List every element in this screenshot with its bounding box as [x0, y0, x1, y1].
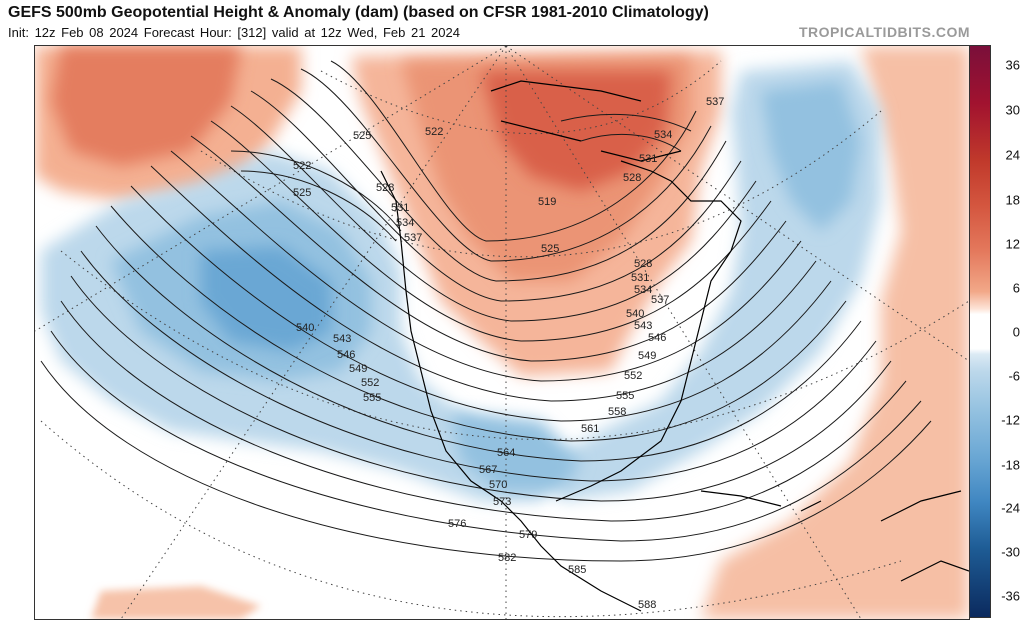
contour-label: 546: [648, 332, 666, 344]
colorbar-label: -36: [1001, 588, 1020, 604]
contour-label: 525: [541, 243, 559, 255]
contour-label: 552: [361, 377, 379, 389]
arctic-islands: [490, 80, 682, 162]
contour-label: 585: [568, 564, 586, 576]
map-canvas: 525 522 522 525 528 531 534 537 540 543 …: [35, 46, 969, 619]
contour-label: 522: [425, 126, 443, 138]
contour-label: 534: [634, 284, 652, 296]
contour-label: 588: [638, 599, 656, 611]
anomaly-colorbar: [969, 45, 991, 618]
contour-label: 579: [519, 529, 537, 541]
colorbar-label: 0: [1012, 324, 1020, 340]
positive-anomaly-canada-core: [481, 71, 671, 191]
colorbar-label: 36: [1005, 57, 1020, 73]
map-title: GEFS 500mb Geopotential Height & Anomaly…: [8, 4, 709, 21]
contour-label: 531: [639, 153, 657, 165]
contour-labels: 525 522 522 525 528 531 534 537 540 543 …: [293, 96, 724, 611]
contour-label: 573: [493, 496, 511, 508]
colorbar-gradient: [970, 46, 990, 617]
contour-label: 519: [538, 196, 556, 208]
contour-label: 531: [391, 202, 409, 214]
positive-anomaly-south: [91, 586, 261, 619]
positive-anomaly-atlantic: [701, 46, 969, 619]
contour-label: 558: [608, 406, 626, 418]
contour-label: 534: [654, 129, 672, 141]
contour-label: 543: [333, 333, 351, 345]
colorbar-label: 18: [1005, 192, 1020, 208]
contour-label: 528: [376, 182, 394, 194]
contour-label: 582: [498, 552, 516, 564]
source-watermark: TROPICALTIDBITS.COM: [798, 24, 970, 40]
contour-label: 540: [296, 322, 314, 334]
contour-label: 537: [404, 232, 422, 244]
height-contours: [40, 60, 932, 562]
colorbar-label: -24: [1001, 500, 1020, 516]
contour-label: 528: [634, 258, 652, 270]
colorbar-label: -18: [1001, 457, 1020, 473]
contour-label: 552: [624, 370, 642, 382]
contour-label: 534: [396, 217, 414, 229]
colorbar-label: 6: [1012, 280, 1020, 296]
colorbar-label: -6: [1008, 368, 1020, 384]
contour-label: 531: [631, 272, 649, 284]
contour-label: 546: [337, 349, 355, 361]
anomaly-shading: [35, 46, 969, 619]
contour-label: 537: [651, 294, 669, 306]
negative-anomaly-atlantic-mid: [761, 81, 861, 231]
contour-label: 522: [293, 160, 311, 172]
contour-label: 561: [581, 423, 599, 435]
forecast-map: 525 522 522 525 528 531 534 537 540 543 …: [34, 45, 970, 620]
europe-africa-coast: [880, 490, 969, 582]
contour-label: 540: [626, 308, 644, 320]
contour-label: 549: [638, 350, 656, 362]
north-america-coast: [380, 160, 742, 612]
caribbean-islands: [700, 490, 822, 512]
colorbar-label: -30: [1001, 544, 1020, 560]
contour-label: 528: [623, 172, 641, 184]
contour-label: 567: [479, 464, 497, 476]
contour-label: 570: [489, 479, 507, 491]
forecast-info: Init: 12z Feb 08 2024 Forecast Hour: [31…: [8, 25, 460, 40]
contour-label: 564: [497, 447, 515, 459]
contour-label: 525: [293, 187, 311, 199]
positive-anomaly-northwest-core: [51, 46, 241, 166]
contour-label: 549: [349, 363, 367, 375]
colorbar-label: 24: [1005, 147, 1020, 163]
contour-label: 525: [353, 130, 371, 142]
contour-label: 555: [363, 392, 381, 404]
colorbar-label: 30: [1005, 102, 1020, 118]
coastlines: [380, 80, 969, 612]
colorbar-labels: 36 30 24 18 12 6 0 -6 -12 -18 -24 -30 -3…: [993, 45, 1024, 618]
contour-label: 537: [706, 96, 724, 108]
contour-label: 543: [634, 320, 652, 332]
colorbar-label: -12: [1001, 412, 1020, 428]
negative-anomaly-pacific-core: [201, 246, 331, 351]
negative-anomaly-gulf: [451, 411, 581, 491]
contour-label: 576: [448, 518, 466, 530]
colorbar-label: 12: [1005, 236, 1020, 252]
graticule: [35, 46, 969, 619]
contour-label: 555: [616, 390, 634, 402]
